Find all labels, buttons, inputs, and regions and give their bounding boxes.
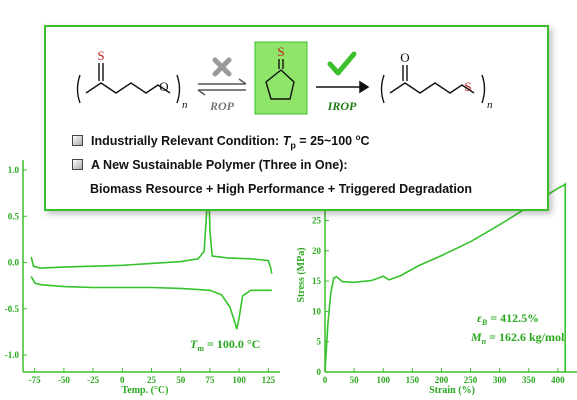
ss-x-tick-label: 0	[323, 375, 328, 385]
dsc-curves	[30, 165, 273, 330]
ss-x-tick-label: 100	[376, 375, 390, 385]
dsc-x-tick-label: -25	[87, 375, 99, 385]
left-n-subscript: n	[182, 99, 188, 111]
dsc-x-ticks: -75 -50 -25 0 25 50 75 100 125	[29, 368, 276, 385]
check-mark-icon	[327, 51, 357, 76]
dsc-x-tick-label: -50	[58, 375, 70, 385]
dsc-y-tick-label: 0.0	[8, 258, 20, 268]
dsc-annotation-tm: Tm = 100.0 °C	[190, 337, 260, 353]
bullet-square-icon	[72, 135, 83, 147]
ss-y-tick-label: 15	[312, 276, 322, 286]
dsc-y-tick-label: 0.5	[8, 211, 20, 221]
right-n-subscript: n	[487, 99, 493, 111]
ss-y-tick-label: 20	[312, 246, 322, 256]
dsc-x-tick-label: 50	[176, 375, 186, 385]
ss-x-tick-label: 400	[551, 375, 565, 385]
bullet-condition: Industrially Relevant Condition: Tp = 25…	[72, 133, 370, 151]
scheme-box: S O n ROP S IROP	[44, 25, 549, 211]
monomer-highlight	[254, 41, 308, 115]
dsc-x-axis-label: Temp. (°C)	[122, 385, 169, 396]
ss-x-axis-label: Strain (%)	[429, 385, 475, 396]
ss-annotation-mn: Mn = 162.6 kg/mol	[470, 330, 565, 346]
dsc-series-heating	[30, 165, 273, 274]
right-sulfur-atom: S	[464, 79, 471, 94]
right-oxygen-atom: O	[400, 50, 409, 65]
ss-x-tick-label: 200	[435, 375, 449, 385]
ss-x-tick-label: 50	[350, 375, 360, 385]
thionolactone-structure	[265, 59, 295, 100]
dsc-x-tick-label: 0	[120, 375, 125, 385]
polythionoester-structure	[76, 63, 181, 104]
ss-x-tick-label: 150	[406, 375, 420, 385]
monomer-sulfur-atom: S	[277, 44, 284, 59]
dsc-y-tick-label: -0.5	[5, 304, 20, 314]
bullet-detail: Biomass Resource + High Performance + Tr…	[90, 182, 473, 196]
left-oxygen-atom: O	[159, 79, 168, 94]
bullet-sustainable-polymer: A New Sustainable Polymer (Three in One)…	[72, 158, 348, 172]
irop-arrow	[316, 80, 370, 94]
irop-label: IROP	[327, 99, 357, 113]
dsc-x-tick-label: 25	[147, 375, 157, 385]
ss-x-tick-label: 300	[493, 375, 507, 385]
ss-x-ticks: 0501001502002503003504004	[323, 368, 565, 385]
ss-y-tick-label: 10	[312, 306, 322, 316]
ss-y-tick-label: 0	[317, 367, 322, 377]
ss-y-tick-label: 25	[312, 215, 322, 225]
ss-y-axis-label: Stress (MPa)	[296, 247, 307, 302]
dsc-x-tick-label: 125	[262, 375, 276, 385]
dsc-chart: 1.0 0.5 0.0 -0.5 -1.0 -75 -50 -25 0 25 50 75 100 125…	[5, 160, 280, 396]
dsc-x-tick-label: 100	[232, 375, 246, 385]
dsc-series-cooling	[30, 276, 272, 330]
rop-equilibrium-arrows	[197, 78, 247, 96]
ss-y-tick-label: 5	[317, 337, 322, 347]
left-sulfur-atom: S	[97, 48, 104, 63]
ss-annotation-elongation: εB = 412.5%	[477, 311, 539, 327]
rop-label: ROP	[209, 99, 235, 113]
polythioester-structure	[380, 65, 486, 104]
reaction-scheme: S O n ROP S IROP	[76, 41, 493, 115]
ss-x-tick-label: 350	[522, 375, 536, 385]
x-mark-icon	[212, 57, 232, 77]
dsc-y-tick-label: -1.0	[5, 350, 20, 360]
bullet-square-icon	[72, 159, 83, 170]
dsc-y-tick-label: 1.0	[8, 165, 20, 175]
dsc-x-tick-label: 75	[205, 375, 215, 385]
ss-x-tick-label: 250	[464, 375, 478, 385]
dsc-x-tick-label: -75	[29, 375, 41, 385]
